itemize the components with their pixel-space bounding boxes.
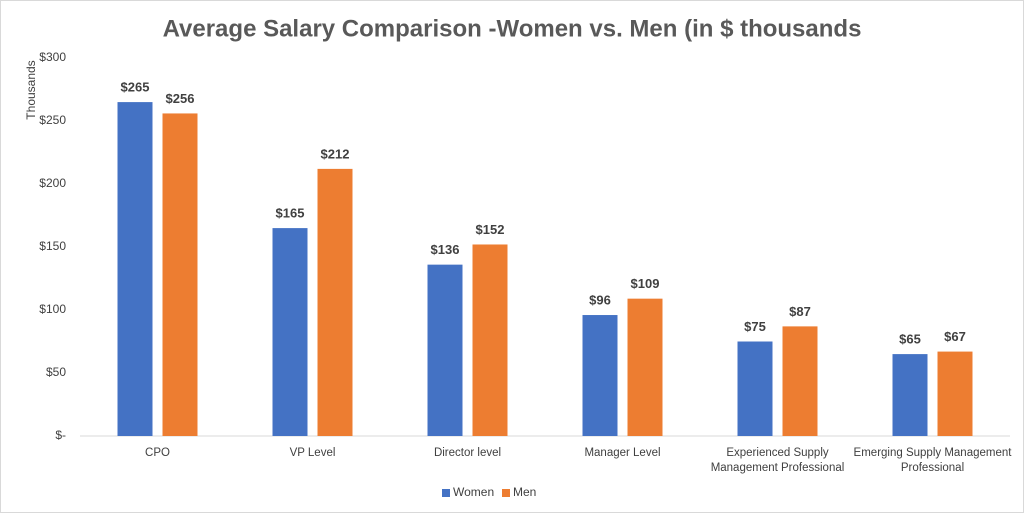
bar <box>472 244 508 436</box>
legend-label: Women <box>453 485 494 499</box>
value-label: $256 <box>166 91 195 106</box>
value-label: $87 <box>789 304 811 319</box>
y-tick-label: $50 <box>46 365 66 379</box>
bar <box>427 264 463 436</box>
y-tick-label: $200 <box>39 176 66 190</box>
bar <box>937 351 973 436</box>
value-label: $265 <box>121 80 150 95</box>
value-label: $109 <box>631 276 660 291</box>
legend-swatch <box>502 489 510 497</box>
x-tick-label: VP Level <box>289 447 336 459</box>
y-tick-label: $300 <box>39 50 66 64</box>
bar <box>782 326 818 436</box>
value-label: $165 <box>276 206 305 221</box>
value-label: $152 <box>476 222 505 237</box>
value-label: $212 <box>321 146 350 161</box>
value-label: $75 <box>744 319 766 334</box>
x-tick-label: Manager Level <box>584 447 661 459</box>
bar <box>892 354 928 436</box>
x-tick-label: CPO <box>145 447 170 459</box>
y-tick-label: $150 <box>39 239 66 253</box>
value-label: $96 <box>589 292 611 307</box>
bar <box>582 315 618 436</box>
x-tick-label: Director level <box>433 447 502 459</box>
bar <box>162 113 198 436</box>
chart-title: Average Salary Comparison -Women vs. Men… <box>163 15 862 42</box>
value-label: $67 <box>944 329 966 344</box>
bar <box>272 228 308 436</box>
value-label: $65 <box>899 332 921 347</box>
y-axis-label: Thousands <box>24 60 38 119</box>
y-tick-label: $100 <box>39 302 66 316</box>
legend-label: Men <box>513 485 536 499</box>
bar <box>317 168 353 436</box>
y-tick-label: $250 <box>39 113 66 127</box>
bar <box>117 102 153 436</box>
bar <box>627 298 663 436</box>
x-tick-label: Experienced Supply Management Profession… <box>710 447 845 474</box>
value-label: $136 <box>431 242 460 257</box>
legend-swatch <box>442 489 450 497</box>
x-tick-label: Emerging Supply Management Professional <box>853 447 1012 474</box>
bar <box>737 341 773 436</box>
y-tick-label: $- <box>55 428 66 442</box>
